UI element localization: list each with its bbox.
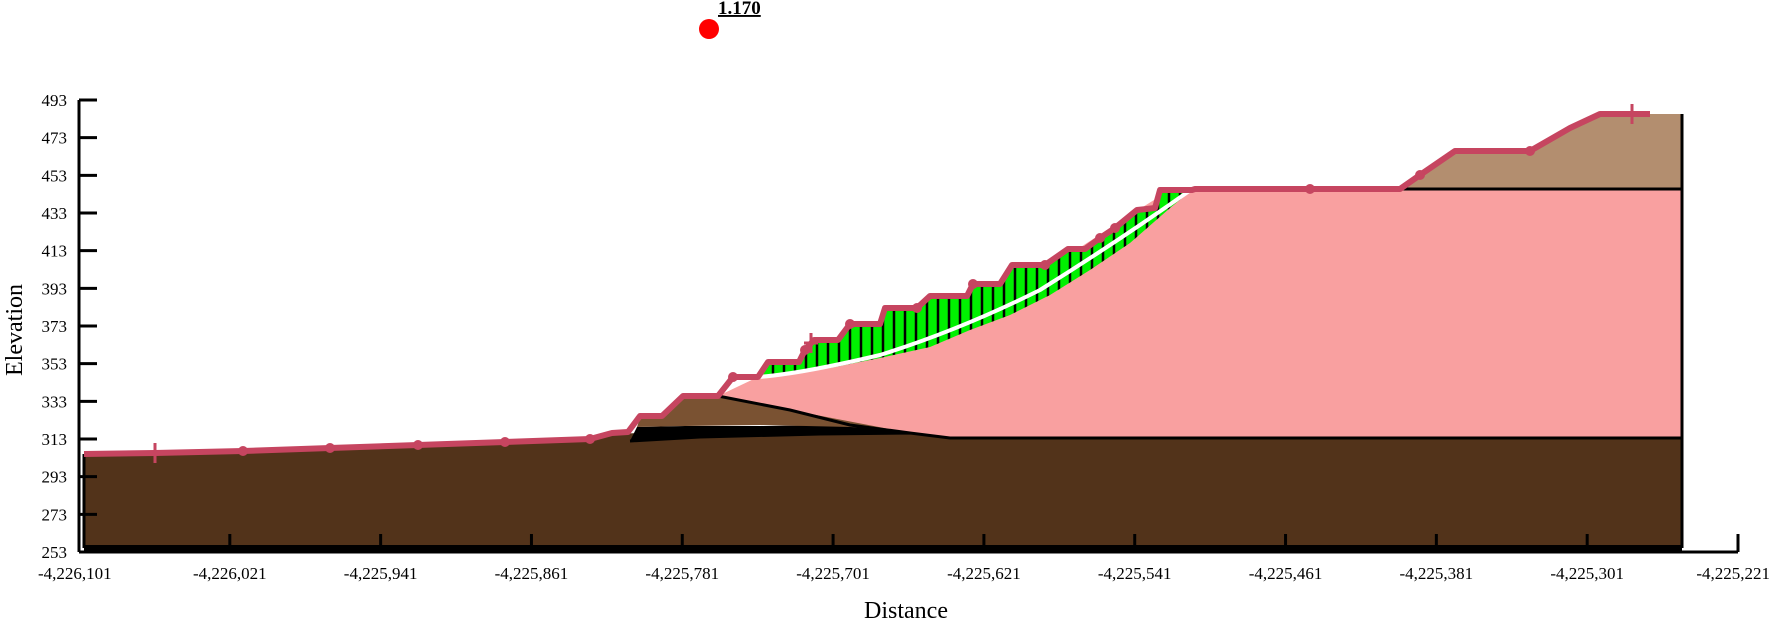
x-axis-title: Distance <box>864 598 948 618</box>
y-tick-label: 313 <box>42 430 68 449</box>
bedrock-top-boundary <box>629 431 1682 443</box>
slip-circle-center-icon <box>699 19 719 39</box>
y-tick-label: 453 <box>42 166 68 185</box>
cross-marker-icon <box>1625 104 1639 124</box>
ground-surface <box>83 104 1650 463</box>
ground-point-icon <box>800 345 810 355</box>
ground-point-icon <box>968 279 978 289</box>
y-axis-title: Elevation <box>2 284 28 376</box>
ground-point-icon <box>413 440 423 450</box>
x-tick-label: -4,225,781 <box>645 564 719 583</box>
ground-surface-line <box>83 111 1650 457</box>
y-tick-label: 333 <box>42 392 68 411</box>
slip-surface <box>757 187 1194 379</box>
y-tick-label: 413 <box>42 242 68 261</box>
main-soil-region <box>718 189 1682 438</box>
x-tick-label: -4,225,621 <box>947 564 1021 583</box>
x-tick-label: -4,225,301 <box>1550 564 1624 583</box>
ground-point-icon <box>1095 233 1105 243</box>
y-tick-label: 393 <box>42 279 68 298</box>
ground-point-icon <box>1110 223 1120 233</box>
x-tick-label: -4,225,221 <box>1696 564 1770 583</box>
y-tick-label: 373 <box>42 317 68 336</box>
sliding-mass-fill <box>758 190 1192 377</box>
ground-point-icon <box>238 446 248 456</box>
ground-point-icon <box>1040 260 1050 270</box>
cross-marker-icon <box>148 443 162 463</box>
boundary-lines <box>82 114 1684 551</box>
y-tick-label: 433 <box>42 204 68 223</box>
x-tick-label: -4,226,021 <box>193 564 267 583</box>
x-tick-label: -4,225,861 <box>495 564 569 583</box>
x-tick-label: -4,225,381 <box>1400 564 1474 583</box>
x-tick-label: -4,225,701 <box>796 564 870 583</box>
ground-point-icon <box>912 303 922 313</box>
ground-point-icon <box>728 372 738 382</box>
ground-point-icon <box>500 437 510 447</box>
x-tick-label: -4,225,541 <box>1098 564 1172 583</box>
toe-soil-boundary <box>717 394 911 435</box>
y-axis-ticks: 493 473 453 433 413 393 373 353 333 313 293 273 253 <box>42 91 97 562</box>
ground-point-icon <box>325 443 335 453</box>
y-tick-label: 473 <box>42 129 68 148</box>
x-axis-ticks: -4,226,101 -4,226,021 -4,225,941 -4,225,861… <box>38 534 1770 583</box>
material-regions <box>84 114 1682 548</box>
x-tick-label: -4,225,461 <box>1249 564 1323 583</box>
cross-marker-icon <box>804 333 818 353</box>
y-tick-label: 273 <box>42 505 68 524</box>
factor-of-safety-label: 1.170 <box>718 0 761 19</box>
ground-surface-points <box>148 104 1639 463</box>
ground-point-icon <box>845 319 855 329</box>
upper-soil-region <box>1400 114 1682 189</box>
y-tick-label: 493 <box>42 91 68 110</box>
y-tick-label: 293 <box>42 468 68 487</box>
ground-point-icon <box>585 434 595 444</box>
slip-circle-center-marker: 1.170 <box>699 0 761 39</box>
ground-point-icon <box>1305 184 1315 194</box>
x-tick-label: -4,225,941 <box>344 564 418 583</box>
x-tick-label: -4,226,101 <box>38 564 112 583</box>
ground-point-icon <box>1415 170 1425 180</box>
bedrock-region <box>84 430 1682 548</box>
ground-point-icon <box>1525 146 1535 156</box>
y-tick-label: 353 <box>42 355 68 374</box>
y-tick-label: 253 <box>42 543 68 562</box>
